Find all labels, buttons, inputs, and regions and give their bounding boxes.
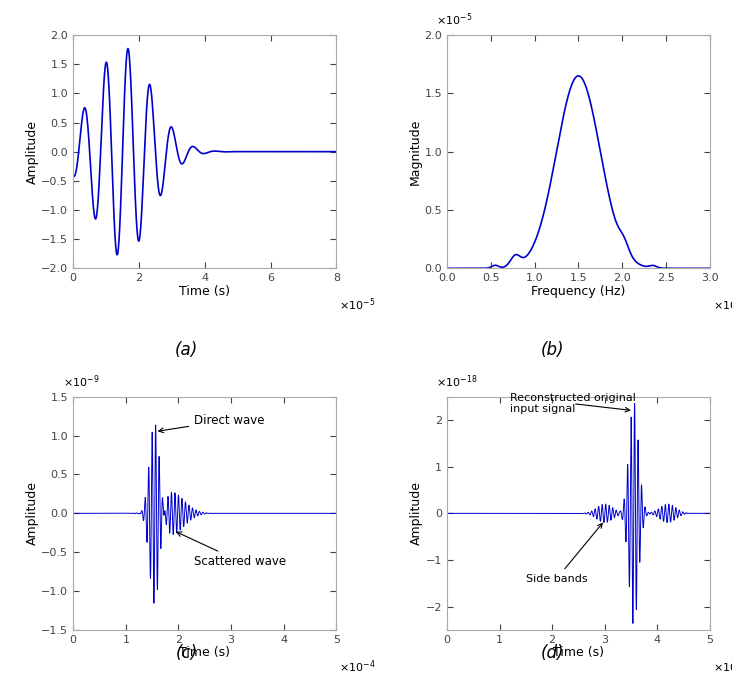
- Y-axis label: Amplitude: Amplitude: [26, 482, 39, 545]
- Y-axis label: Amplitude: Amplitude: [26, 120, 39, 183]
- Text: (c): (c): [176, 643, 198, 662]
- Text: $\times 10^{-4}$: $\times 10^{-4}$: [339, 658, 376, 675]
- Y-axis label: Magnitude: Magnitude: [408, 118, 422, 185]
- Text: Scattered wave: Scattered wave: [177, 532, 286, 568]
- Text: (a): (a): [175, 341, 198, 359]
- Text: (d): (d): [541, 643, 564, 662]
- Text: Side bands: Side bands: [526, 524, 602, 584]
- Text: $\times 10^{-5}$: $\times 10^{-5}$: [339, 296, 376, 313]
- Text: $\times 10^{5}$: $\times 10^{5}$: [713, 296, 732, 313]
- X-axis label: Frequency (Hz): Frequency (Hz): [531, 285, 626, 298]
- X-axis label: Time (s): Time (s): [179, 646, 231, 659]
- Text: Reconstructed original
input signal: Reconstructed original input signal: [510, 393, 636, 414]
- Text: $\times 10^{-18}$: $\times 10^{-18}$: [436, 373, 478, 390]
- Text: (b): (b): [541, 341, 564, 359]
- Text: $\times 10^{-9}$: $\times 10^{-9}$: [63, 373, 99, 390]
- X-axis label: Time (s): Time (s): [553, 646, 604, 659]
- X-axis label: Time (s): Time (s): [179, 285, 231, 298]
- Text: $\times 10^{-5}$: $\times 10^{-5}$: [436, 11, 473, 28]
- Y-axis label: Amplitude: Amplitude: [410, 482, 423, 545]
- Text: Direct wave: Direct wave: [159, 414, 265, 433]
- Text: $\times 10^{-4}$: $\times 10^{-4}$: [713, 658, 732, 675]
